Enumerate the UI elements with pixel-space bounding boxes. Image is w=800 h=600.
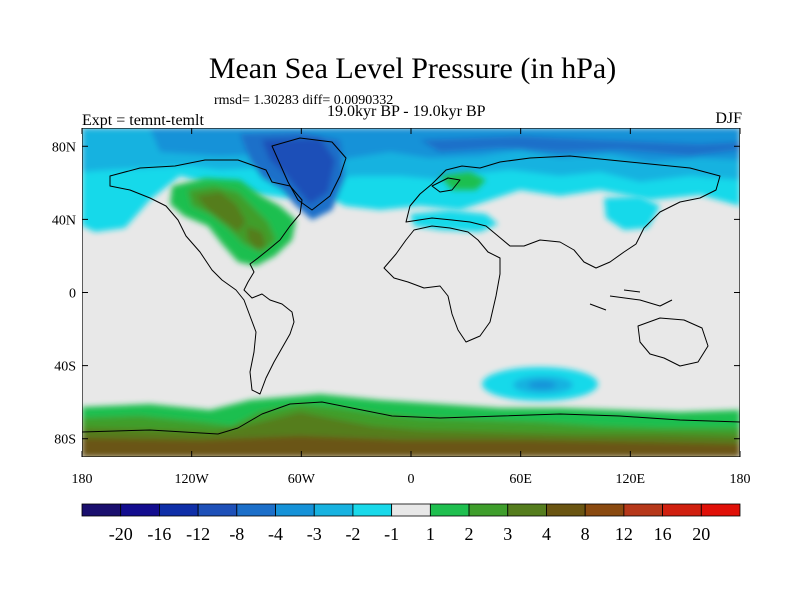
colorbar-label: -3 <box>307 524 322 544</box>
australia-coastline <box>637 317 709 367</box>
greenland-coastline <box>271 137 347 211</box>
colorbar-label: 20 <box>692 524 710 544</box>
pressure-field <box>82 128 740 457</box>
coastlines <box>82 137 740 435</box>
colorbar-label: 12 <box>615 524 633 544</box>
colorbar-label: -16 <box>147 524 171 544</box>
x-tick-label: 60E <box>509 472 532 487</box>
scandinavia-coastline <box>431 177 461 193</box>
x-tick-label: 0 <box>408 472 415 487</box>
africa-coastline <box>383 225 501 343</box>
colorbar-label: -4 <box>268 524 283 544</box>
period-label: 19.0kyr BP - 19.0kyr BP <box>327 103 486 120</box>
indonesia-coastline <box>589 289 673 311</box>
y-tick-label: 80N <box>52 140 76 155</box>
colorbar-label: 4 <box>542 524 551 544</box>
map-axes: 180 120W 60W 0 60E 120E 180 80N 40N 0 40S 80S <box>52 128 751 487</box>
colorbar-swatch <box>429 503 470 517</box>
colorbar-swatch <box>313 503 354 517</box>
colorbar-swatch <box>468 503 509 517</box>
colorbar-swatch <box>584 503 625 517</box>
y-tick-label: 40S <box>54 360 76 375</box>
y-tick-label: 40N <box>52 213 76 228</box>
colorbar-swatch <box>197 503 238 517</box>
colorbar-label: -20 <box>109 524 133 544</box>
colorbar-swatch <box>236 503 276 517</box>
colorbar-swatch <box>275 503 315 517</box>
arctic-low-anomaly <box>82 128 740 232</box>
colorbar-label: 16 <box>654 524 672 544</box>
antarctica-coastline <box>82 401 740 435</box>
y-tick-label: 0 <box>69 287 76 302</box>
colorbar-swatch <box>159 503 199 517</box>
x-tick-label: 180 <box>72 472 93 487</box>
colorbar-swatch <box>391 503 431 517</box>
colorbar-label: 1 <box>426 524 435 544</box>
southern-ocean-low <box>482 367 598 401</box>
x-tick-label: 60W <box>288 472 316 487</box>
y-tick-label: 80S <box>54 433 76 448</box>
colorbar-swatch <box>352 503 393 517</box>
colorbar-label: -2 <box>345 524 360 544</box>
colorbar-swatch <box>662 503 702 517</box>
map-title: Mean Sea Level Pressure (in hPa) <box>208 52 617 85</box>
eurasia-coastline <box>405 155 721 269</box>
season-label: DJF <box>715 110 742 127</box>
x-tick-label: 120W <box>175 472 210 487</box>
experiment-label: Expt = temnt-temlt <box>82 112 204 129</box>
x-tick-label: 120E <box>616 472 646 487</box>
colorbar-label: 3 <box>503 524 512 544</box>
stats-text: rmsd= 1.30283 diff= 0.0090332 <box>214 93 394 108</box>
americas-coastline <box>109 159 303 395</box>
colorbar-swatch <box>81 503 122 517</box>
colorbar-label: 8 <box>581 524 590 544</box>
colorbar-label: -1 <box>384 524 399 544</box>
colorbar-swatch <box>700 503 741 517</box>
colorbar-label: -12 <box>186 524 210 544</box>
colorbar-swatch <box>120 503 160 517</box>
colorbar-swatch <box>507 503 547 517</box>
colorbar-label: -8 <box>229 524 244 544</box>
x-tick-label: 180 <box>730 472 751 487</box>
north-america-high-anomaly <box>170 178 296 266</box>
colorbar: -20 -16 -12 -8 -4 -3 -2 -1 1 2 3 4 8 12 16 20 <box>81 503 741 544</box>
colorbar-swatch <box>623 503 663 517</box>
colorbar-label: 2 <box>465 524 474 544</box>
antarctic-high-anomaly <box>82 394 740 457</box>
colorbar-swatch <box>546 503 586 517</box>
